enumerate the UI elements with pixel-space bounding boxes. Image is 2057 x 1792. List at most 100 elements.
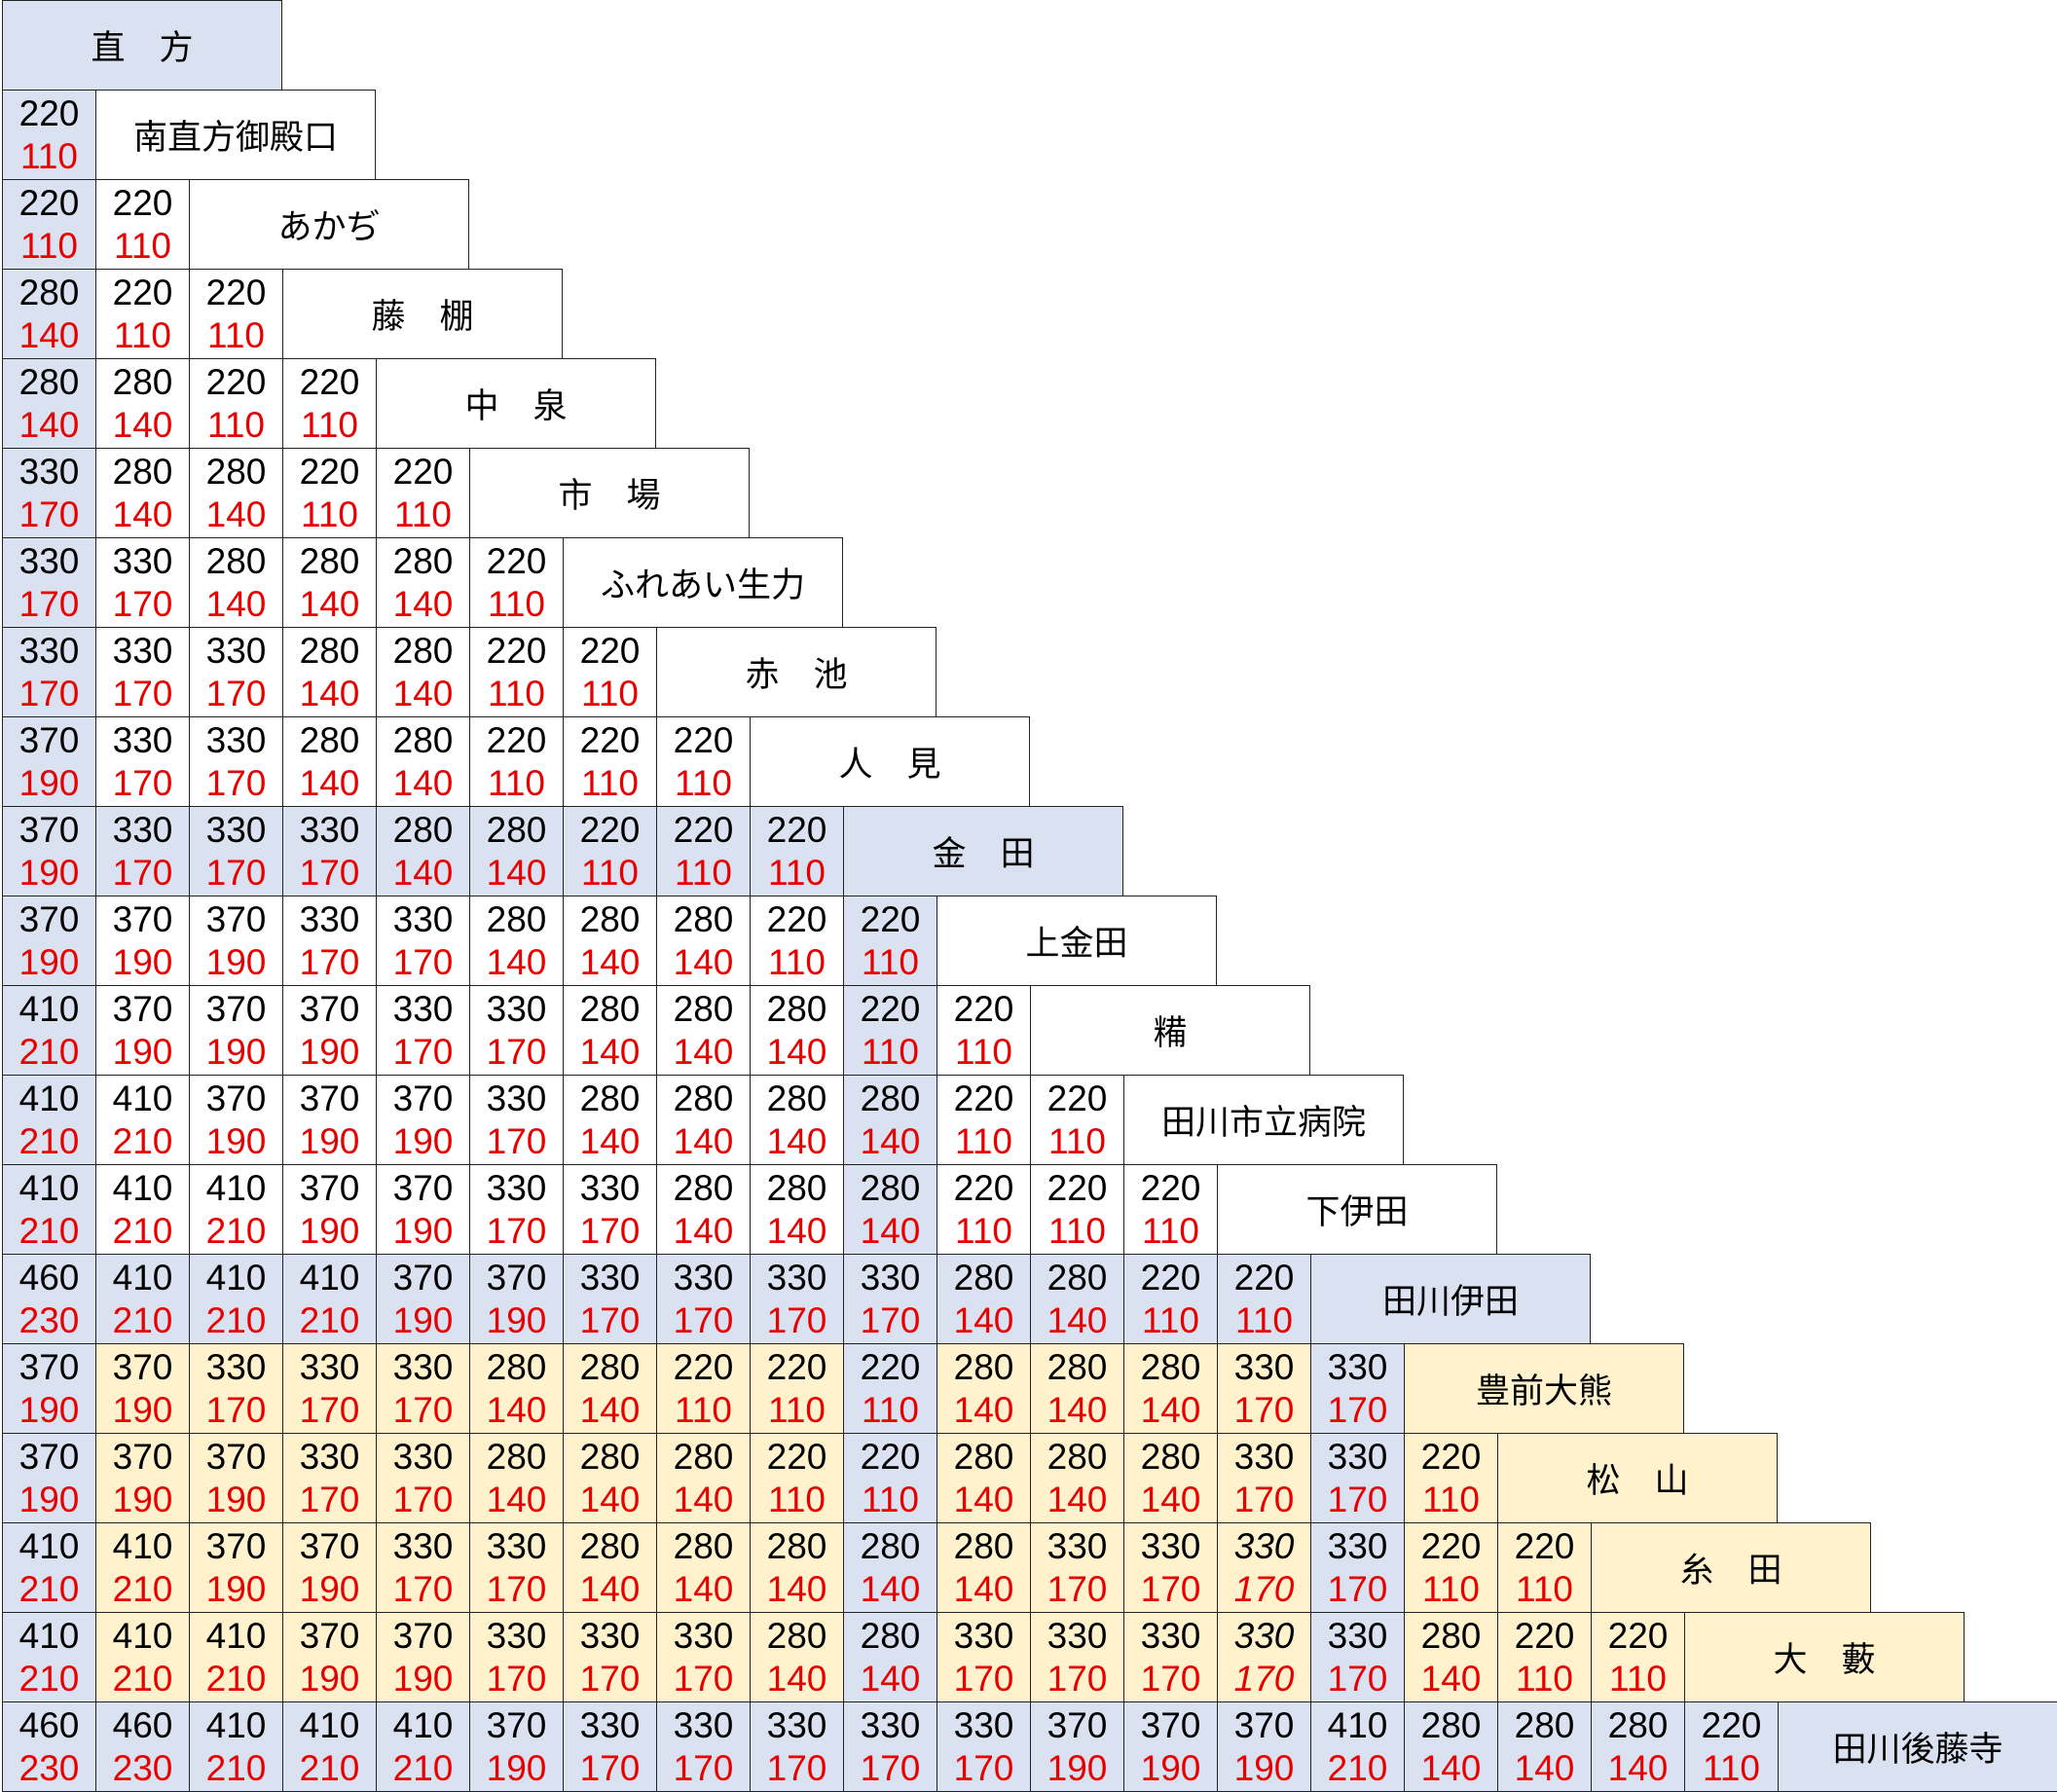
child-fare: 140 xyxy=(1607,1748,1669,1788)
fare-cell: 220 110 xyxy=(1030,1075,1124,1165)
fare-cell: 330 170 xyxy=(937,1701,1031,1792)
adult-fare: 330 xyxy=(1327,1347,1388,1387)
fare-cell: 280 140 xyxy=(656,1075,751,1165)
adult-fare: 370 xyxy=(18,720,80,760)
fare-cell: 410 210 xyxy=(282,1701,377,1792)
child-fare: 140 xyxy=(673,1121,734,1161)
child-fare: 170 xyxy=(579,1659,641,1699)
child-fare: 140 xyxy=(953,1480,1014,1519)
child-fare: 110 xyxy=(394,494,452,534)
fare-cell: 370 190 xyxy=(189,985,283,1076)
fare-cell: 220 110 xyxy=(95,179,190,270)
fare-cell: 460 230 xyxy=(95,1701,190,1792)
adult-fare: 410 xyxy=(18,1079,80,1118)
adult-fare: 280 xyxy=(1420,1705,1482,1745)
adult-fare: 280 xyxy=(486,1347,547,1387)
fare-cell: 370 190 xyxy=(189,896,283,986)
adult-fare: 280 xyxy=(766,1526,827,1566)
adult-fare: 280 xyxy=(1140,1347,1201,1387)
child-fare: 110 xyxy=(207,315,265,355)
adult-fare: 460 xyxy=(112,1705,173,1745)
station-name: 赤 池 xyxy=(656,627,937,717)
adult-fare: 330 xyxy=(18,631,80,671)
adult-fare: 220 xyxy=(1701,1705,1762,1745)
child-fare: 140 xyxy=(673,1569,734,1609)
fare-cell: 280 140 xyxy=(189,448,283,538)
child-fare: 190 xyxy=(299,1569,360,1609)
adult-fare: 370 xyxy=(18,1437,80,1477)
child-fare: 210 xyxy=(112,1300,173,1340)
fare-cell: 370 190 xyxy=(95,1433,190,1523)
adult-fare: 280 xyxy=(673,899,734,939)
child-fare: 170 xyxy=(1327,1659,1388,1699)
fare-cell: 330 170 xyxy=(95,627,190,717)
child-fare: 170 xyxy=(1140,1569,1201,1609)
adult-fare: 330 xyxy=(299,899,360,939)
child-fare: 190 xyxy=(205,1569,267,1609)
child-fare: 170 xyxy=(486,1211,547,1251)
adult-fare: 280 xyxy=(766,1079,827,1118)
fare-cell: 370 190 xyxy=(1123,1701,1218,1792)
child-fare: 210 xyxy=(392,1748,454,1788)
child-fare: 110 xyxy=(955,1121,1012,1161)
child-fare: 170 xyxy=(392,942,454,982)
fare-cell: 330 170 xyxy=(376,985,470,1076)
adult-fare: 220 xyxy=(1047,1079,1108,1118)
fare-cell: 370 190 xyxy=(189,1433,283,1523)
adult-fare: 220 xyxy=(299,452,360,492)
child-fare: 140 xyxy=(18,315,80,355)
child-fare: 190 xyxy=(486,1300,547,1340)
fare-cell: 370 190 xyxy=(189,1075,283,1165)
child-fare: 170 xyxy=(1233,1480,1295,1519)
child-fare: 170 xyxy=(112,763,173,803)
fare-cell: 410 210 xyxy=(2,1075,96,1165)
child-fare: 170 xyxy=(1327,1390,1388,1430)
adult-fare: 410 xyxy=(18,1168,80,1208)
child-fare: 210 xyxy=(112,1569,173,1609)
fare-cell: 330 170 xyxy=(95,716,190,807)
fare-cell: 220 110 xyxy=(95,269,190,359)
child-fare: 140 xyxy=(1047,1480,1108,1519)
adult-fare: 370 xyxy=(299,989,360,1029)
child-fare: 110 xyxy=(207,405,265,445)
child-fare: 110 xyxy=(862,1032,919,1072)
adult-fare: 220 xyxy=(579,631,641,671)
adult-fare: 220 xyxy=(766,1437,827,1477)
fare-cell: 330 170 xyxy=(1310,1612,1405,1702)
fare-cell: 280 140 xyxy=(1030,1343,1124,1434)
adult-fare: 410 xyxy=(1327,1705,1388,1745)
child-fare: 140 xyxy=(860,1211,921,1251)
fare-cell: 410 210 xyxy=(2,985,96,1076)
fare-cell: 330 170 xyxy=(282,1433,377,1523)
child-fare: 190 xyxy=(392,1211,454,1251)
child-fare: 170 xyxy=(205,1390,267,1430)
child-fare: 190 xyxy=(205,1032,267,1072)
fare-cell: 220 110 xyxy=(937,1164,1031,1255)
child-fare: 190 xyxy=(112,1480,173,1519)
adult-fare: 410 xyxy=(112,1258,173,1298)
adult-fare: 330 xyxy=(392,1347,454,1387)
fare-cell: 280 140 xyxy=(376,716,470,807)
child-fare: 170 xyxy=(299,1480,360,1519)
child-fare: 140 xyxy=(860,1569,921,1609)
child-fare: 190 xyxy=(299,1211,360,1251)
child-fare: 110 xyxy=(1516,1659,1573,1699)
child-fare: 190 xyxy=(112,942,173,982)
child-fare: 190 xyxy=(1140,1748,1201,1788)
child-fare: 140 xyxy=(579,1390,641,1430)
child-fare: 190 xyxy=(205,1480,267,1519)
adult-fare: 280 xyxy=(860,1168,921,1208)
adult-fare: 280 xyxy=(112,362,173,402)
fare-cell: 370 190 xyxy=(95,1343,190,1434)
station-name: 大 藪 xyxy=(1684,1612,1965,1702)
fare-cell: 280 140 xyxy=(2,269,96,359)
fare-cell: 220 110 xyxy=(656,1343,751,1434)
fare-cell: 280 140 xyxy=(843,1075,937,1165)
child-fare: 190 xyxy=(299,1032,360,1072)
station-name: 糸 田 xyxy=(1591,1522,1871,1613)
child-fare: 110 xyxy=(768,942,826,982)
fare-cell: 370 190 xyxy=(2,896,96,986)
child-fare: 140 xyxy=(673,1211,734,1251)
station-name: 人 見 xyxy=(750,716,1030,807)
fare-cell: 280 140 xyxy=(2,358,96,449)
